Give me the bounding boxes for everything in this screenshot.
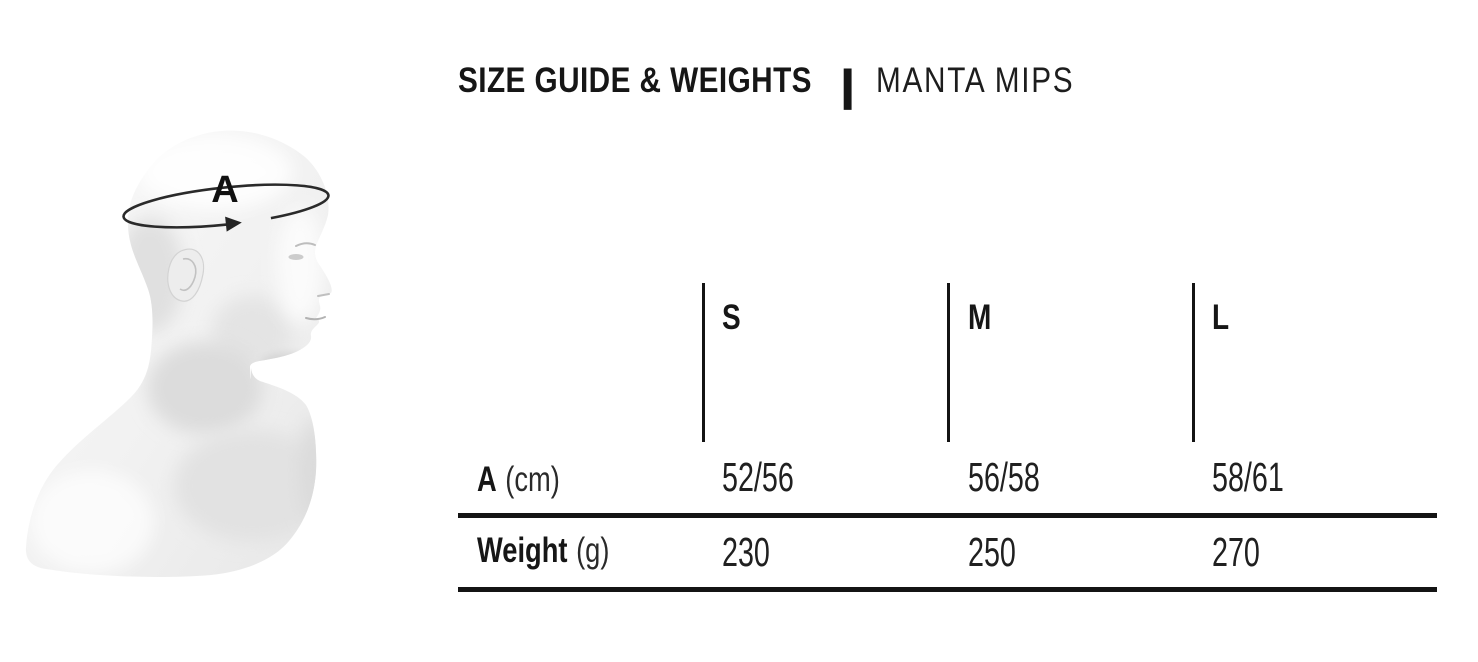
row-label-weight: Weight (g) <box>477 533 609 568</box>
row-unit: (g) <box>576 531 610 570</box>
column-header-s: S <box>722 298 741 337</box>
column-header-l: L <box>1212 298 1230 337</box>
column-rule-l <box>1192 283 1195 442</box>
product-name: MANTA MIPS <box>876 61 1075 100</box>
measurement-ring <box>122 183 330 232</box>
face-details <box>288 242 330 321</box>
column-header-m: M <box>968 298 992 337</box>
row-label-circumference: A (cm) <box>477 462 560 497</box>
bust-svg: A <box>25 130 332 577</box>
row-divider-2 <box>458 587 1437 592</box>
column-rule-m <box>947 283 950 442</box>
cell-weight-l: 270 <box>1212 529 1260 575</box>
cell-circumference-l: 58/61 <box>1212 454 1284 500</box>
cell-weight-s: 230 <box>722 529 770 575</box>
arrowhead-icon <box>225 216 242 232</box>
row-divider-1 <box>458 513 1437 518</box>
cell-circumference-s: 52/56 <box>722 454 794 500</box>
measurement-label-a: A <box>211 169 238 211</box>
ear <box>167 248 205 302</box>
page-title: SIZE GUIDE & WEIGHTS <box>458 61 812 100</box>
mannequin-bust-illustration: A <box>0 100 450 605</box>
row-label-text: A <box>477 460 497 499</box>
column-rule-s <box>702 283 705 442</box>
cell-circumference-m: 56/58 <box>968 454 1040 500</box>
cell-weight-m: 250 <box>968 529 1016 575</box>
title-separator: | <box>839 61 857 110</box>
row-unit: (cm) <box>505 460 560 499</box>
bust-body <box>25 130 332 577</box>
row-label-text: Weight <box>477 531 568 570</box>
